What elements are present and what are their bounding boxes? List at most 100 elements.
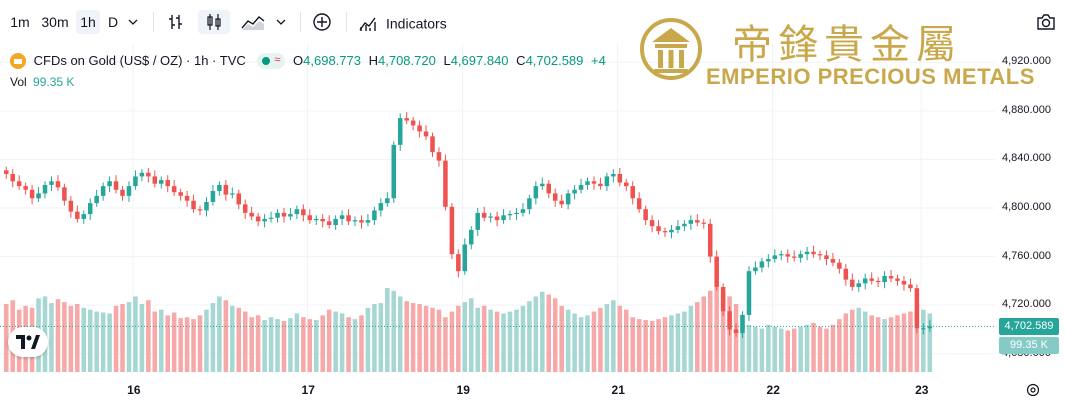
- candle-body: [294, 209, 300, 215]
- volume-bar: [791, 328, 797, 372]
- x-tick-label: 23: [915, 383, 929, 397]
- candle-body: [591, 181, 597, 184]
- volume-bar: [456, 305, 461, 372]
- volume-bar: [649, 321, 655, 372]
- volume-bar: [759, 328, 765, 372]
- volume-bar: [669, 315, 674, 372]
- tradingview-logo[interactable]: [8, 327, 48, 357]
- volume-bar: [359, 315, 364, 372]
- volume-bar: [146, 300, 151, 372]
- volume-bar: [152, 311, 158, 372]
- candle-body: [675, 226, 681, 230]
- candle-body: [908, 284, 913, 289]
- candle-body: [397, 118, 403, 145]
- candle-body: [766, 259, 771, 262]
- candle-body: [914, 288, 920, 329]
- market-status-icon: ≈: [257, 52, 286, 69]
- volume-bar: [242, 311, 248, 372]
- candle-body: [249, 212, 254, 217]
- candle-body: [559, 200, 564, 205]
- settings-gear-icon[interactable]: [1026, 383, 1040, 402]
- volume-bar: [888, 317, 894, 372]
- candle-body: [682, 223, 687, 227]
- volume-bar: [527, 301, 532, 372]
- low-label: L: [443, 53, 451, 69]
- volume-bar: [540, 291, 545, 372]
- indicators-label: Indicators: [386, 15, 447, 32]
- volume-bar: [604, 304, 610, 372]
- candle-body: [759, 261, 765, 268]
- candle-body: [520, 209, 526, 213]
- camera-snapshot-icon[interactable]: [1034, 10, 1058, 34]
- volume-bar: [268, 317, 274, 372]
- candle-body: [746, 271, 752, 315]
- volume-bar: [449, 311, 455, 372]
- candle-body: [314, 218, 319, 221]
- volume-bar: [488, 309, 493, 372]
- candle-body: [204, 201, 209, 211]
- volume-bar: [126, 302, 132, 372]
- volume-bar: [746, 324, 752, 372]
- candle-body: [404, 118, 409, 121]
- volume-bar: [307, 319, 313, 372]
- interval-d[interactable]: D: [107, 14, 119, 30]
- candle-body: [184, 195, 190, 201]
- interval-1h[interactable]: 1h: [76, 10, 100, 34]
- volume-bar: [817, 326, 823, 372]
- candle-body: [87, 203, 93, 215]
- candle-body: [927, 326, 933, 329]
- area-chart-type-icon[interactable]: [238, 10, 268, 34]
- volume-bar: [591, 311, 597, 372]
- candle-body: [326, 221, 332, 226]
- indicators-button[interactable]: Indicators: [358, 10, 458, 34]
- volume-bar: [714, 287, 719, 372]
- x-tick-label: 22: [766, 383, 780, 397]
- interval-1m[interactable]: 1m: [10, 14, 30, 30]
- emperio-logo-icon: [640, 18, 702, 80]
- candle-body: [223, 184, 229, 195]
- volume-bar: [255, 315, 261, 372]
- volume-bar: [514, 309, 519, 372]
- candle-body: [804, 251, 810, 255]
- volume-bar: [494, 311, 500, 372]
- candle-body: [288, 214, 293, 217]
- candle-body: [656, 226, 661, 232]
- volume-bar: [210, 303, 216, 372]
- volume-bar: [120, 304, 125, 372]
- candle-body: [391, 144, 397, 199]
- candle-body: [159, 180, 164, 184]
- interval-dropdown-chevron-icon[interactable]: [124, 10, 142, 34]
- candle-body: [281, 212, 287, 217]
- candle-body: [307, 215, 313, 221]
- volume-bar: [753, 326, 758, 372]
- volume-bar: [320, 315, 325, 372]
- volume-bar: [507, 311, 513, 372]
- compare-add-symbol-icon[interactable]: [308, 10, 336, 34]
- candle-body: [714, 256, 719, 287]
- low-value: 4,697.840: [450, 53, 509, 69]
- close-value: 4,702.589: [525, 53, 584, 69]
- volume-bar: [882, 319, 887, 372]
- volume-bar: [178, 318, 183, 372]
- volume-bar: [107, 313, 112, 372]
- candle-body: [146, 172, 151, 177]
- volume-bar: [611, 300, 616, 372]
- volume-bar: [707, 290, 713, 372]
- candle-body: [255, 216, 261, 222]
- candle-body: [850, 279, 855, 287]
- interval-30m[interactable]: 30m: [41, 14, 69, 30]
- candle-body: [901, 280, 907, 285]
- chart-type-dropdown-chevron-icon[interactable]: [272, 10, 290, 34]
- candle-body: [488, 216, 493, 218]
- candle-body: [862, 278, 868, 284]
- candle-body: [359, 220, 364, 223]
- candle-body: [481, 212, 487, 218]
- candle-body: [494, 216, 500, 221]
- candles-chart-type-icon[interactable]: [198, 10, 230, 34]
- bars-chart-type-icon[interactable]: [162, 10, 190, 34]
- volume-bar: [288, 318, 293, 372]
- candle-body: [565, 193, 571, 205]
- volume-bar: [798, 326, 803, 372]
- symbol-title[interactable]: CFDs on Gold (US$ / OZ) · 1h · TVC: [33, 53, 246, 69]
